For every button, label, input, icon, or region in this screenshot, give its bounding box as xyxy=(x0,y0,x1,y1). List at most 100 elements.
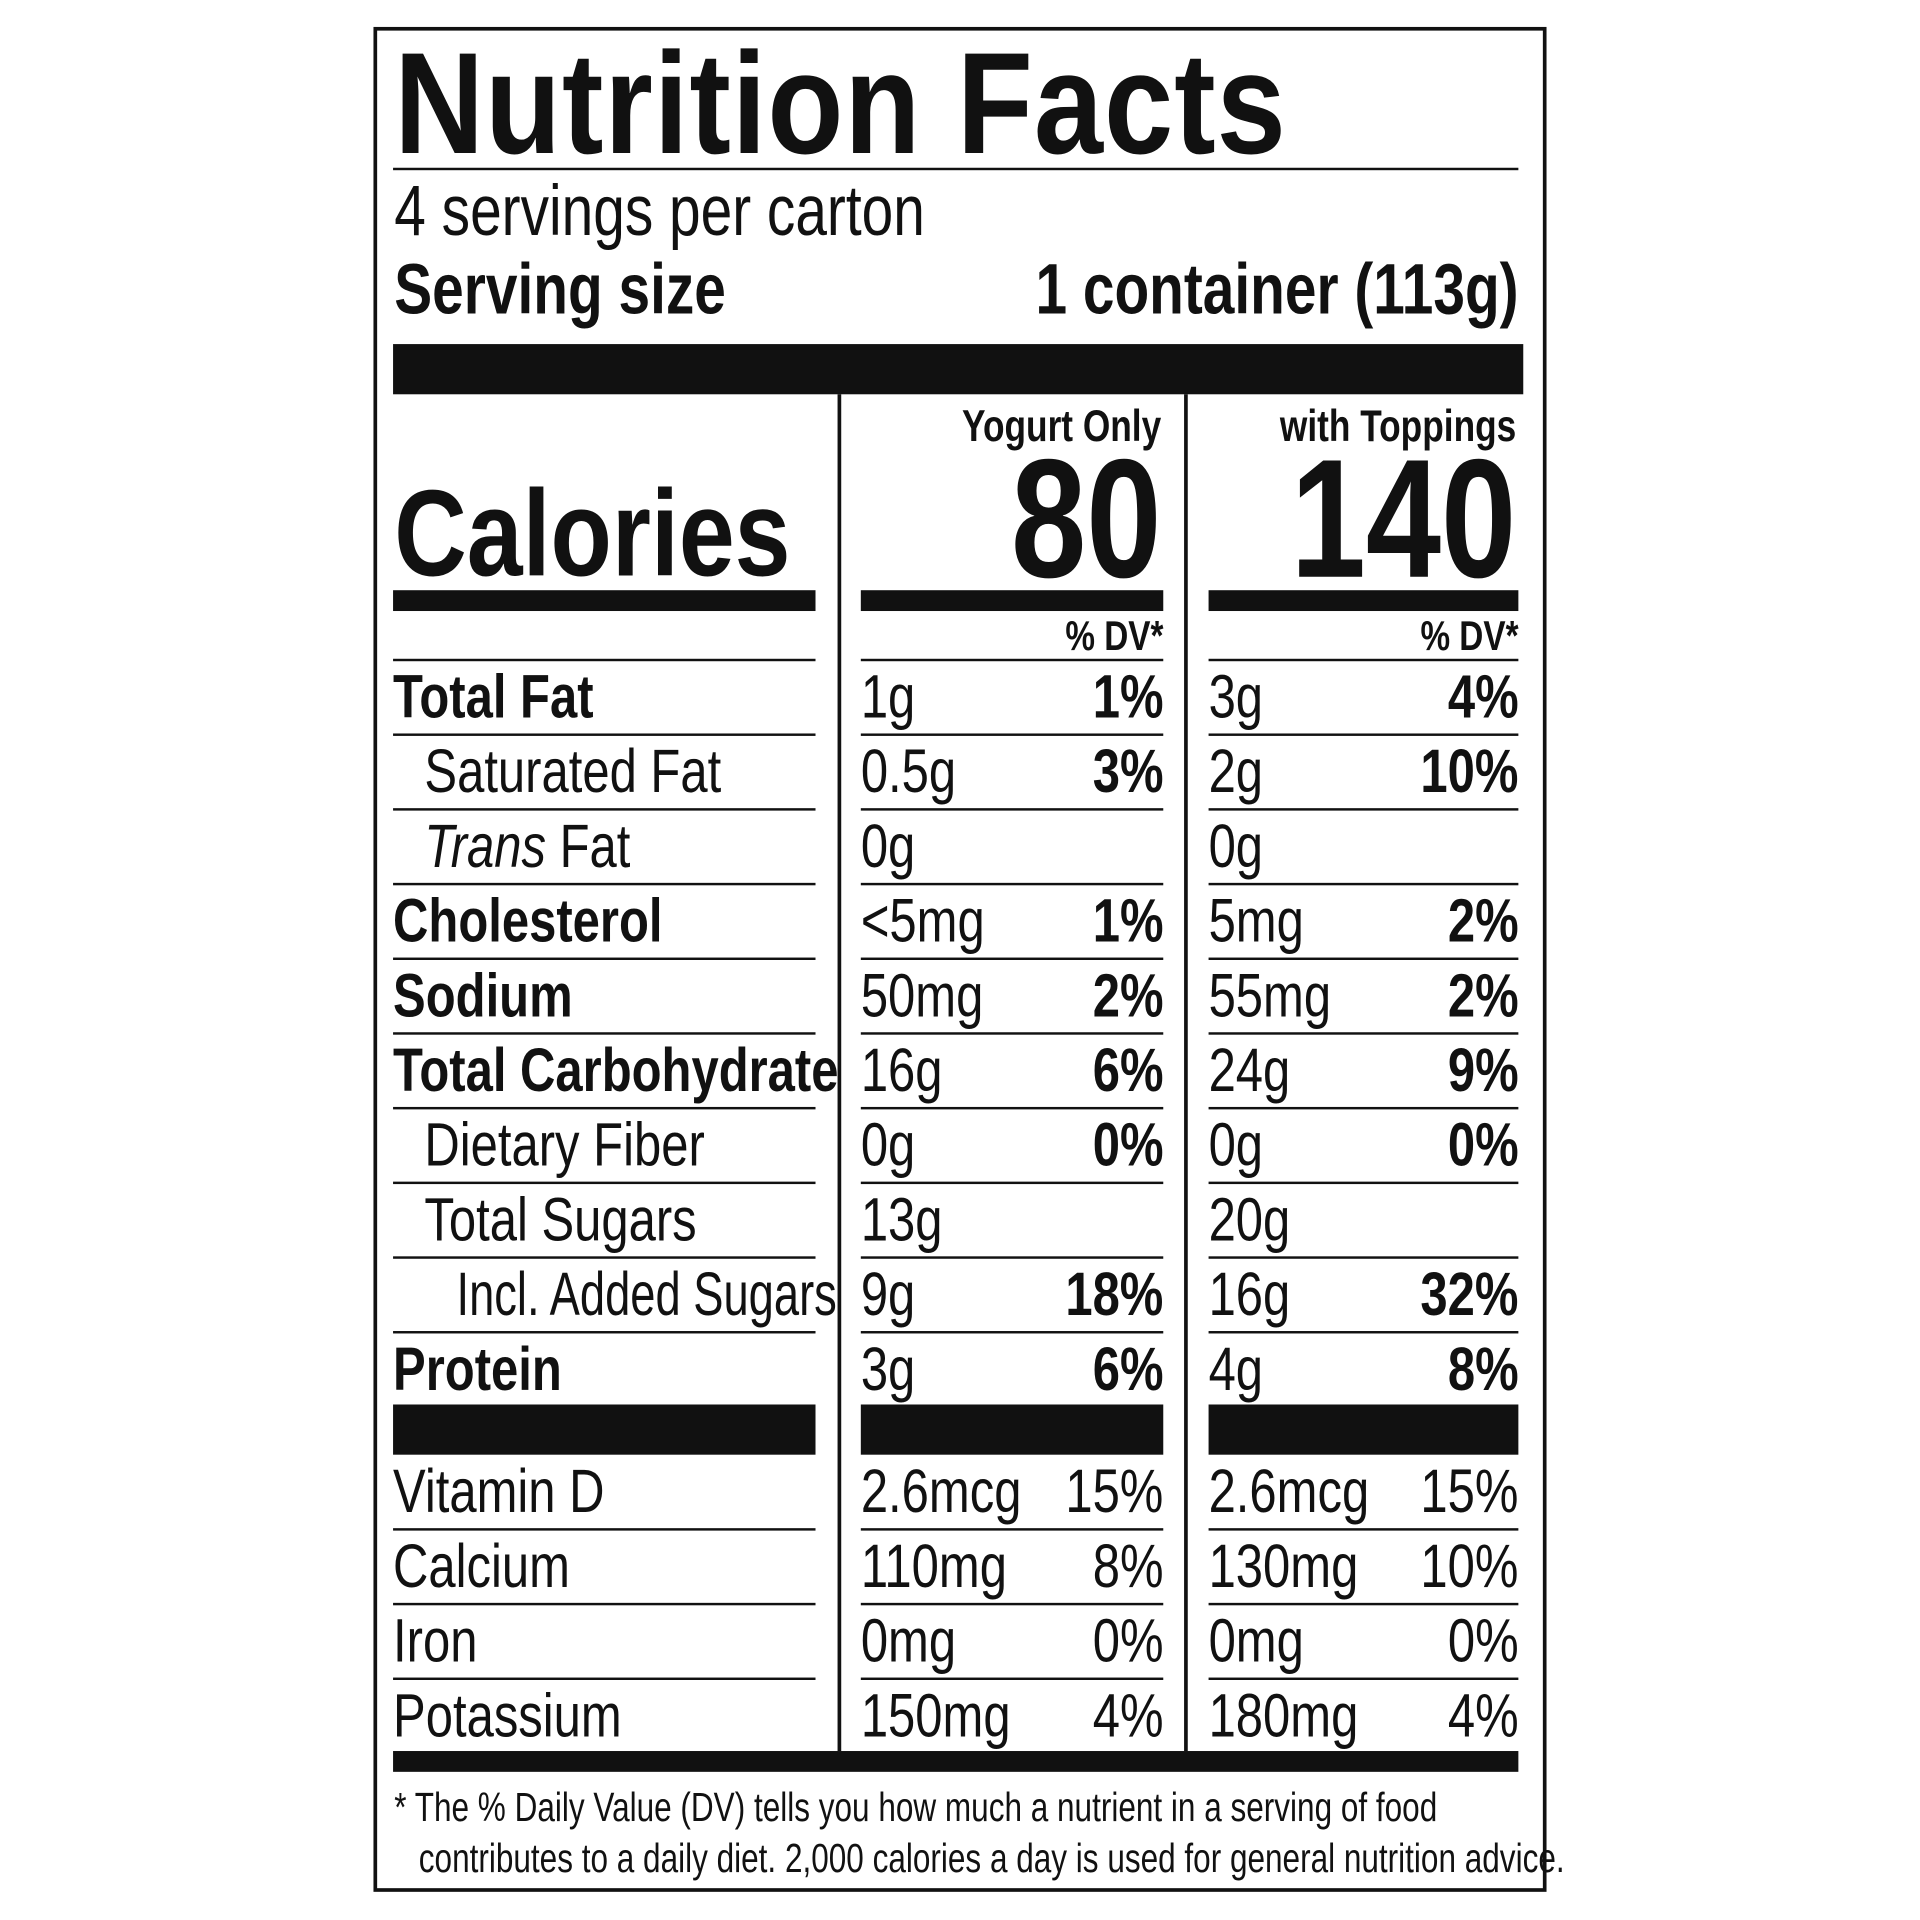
calories-value: 140 xyxy=(1290,424,1516,614)
nutrient-value-cell: 5mg 2% xyxy=(1208,882,1519,958)
amount: 4g xyxy=(1208,1334,1264,1404)
divider xyxy=(1208,590,1519,612)
amount: 0mg xyxy=(860,1606,957,1676)
nutrient-value-cell: 50mg 2% xyxy=(860,957,1164,1033)
nutrient-label: Cholesterol xyxy=(393,886,663,956)
label-border xyxy=(373,26,1547,1892)
thick-divider xyxy=(860,1404,1164,1455)
amount: <5mg xyxy=(860,886,985,956)
percent-dv: 15% xyxy=(1420,1457,1519,1526)
amount: 0mg xyxy=(1208,1606,1304,1676)
amount: 2g xyxy=(1208,737,1264,806)
nutrient-label-cell: Protein xyxy=(393,1331,816,1406)
nutrient-label: Total Sugars xyxy=(424,1185,697,1254)
nutrient-value-cell: 55mg 2% xyxy=(1208,957,1519,1033)
percent-dv: 0% xyxy=(1092,1110,1164,1180)
amount: 55mg xyxy=(1208,961,1332,1030)
amount: 16g xyxy=(860,1035,943,1105)
nutrient-value-cell: 0g 0% xyxy=(860,1106,1164,1182)
nutrient-value-cell: 3g 6% xyxy=(860,1331,1164,1406)
amount: 16g xyxy=(1208,1260,1291,1329)
percent-dv: 0% xyxy=(1092,1606,1164,1676)
dv-header: % DV* xyxy=(1396,613,1519,661)
nutrient-label-cell: Calcium xyxy=(393,1528,816,1603)
nutrient-value-cell: 4g 8% xyxy=(1208,1331,1519,1406)
serving-size-value-text: 1 container (113g) xyxy=(1035,249,1519,330)
percent-dv: 0% xyxy=(1447,1110,1519,1180)
percent-dv: 8% xyxy=(1447,1334,1519,1404)
nutrient-label-cell: Total Sugars xyxy=(393,1181,816,1257)
percent-dv: 8% xyxy=(1092,1531,1164,1601)
percent-dv: 1% xyxy=(1092,662,1164,732)
nutrient-value-cell: 2g 10% xyxy=(1208,733,1519,808)
amount: 1g xyxy=(860,662,916,732)
nutrient-label-cell: Vitamin D xyxy=(393,1453,815,1528)
title-text: Nutrition Facts xyxy=(394,23,1287,185)
amount: 24g xyxy=(1208,1035,1291,1105)
calories-value: 80 xyxy=(1010,424,1161,614)
percent-dv: 4% xyxy=(1447,1681,1519,1750)
thick-divider xyxy=(1208,1404,1519,1455)
nutrient-value-cell: 2.6mcg 15% xyxy=(1209,1453,1519,1528)
percent-dv: 15% xyxy=(1065,1457,1164,1526)
serving-size-label-text: Serving size xyxy=(394,249,726,330)
amount: 3g xyxy=(1208,662,1264,732)
column-header-with-toppings: with Toppings xyxy=(1220,401,1516,451)
amount: 180mg xyxy=(1208,1681,1359,1750)
divider xyxy=(860,590,1164,612)
nutrient-label-cell: Incl. Added Sugars xyxy=(393,1256,837,1331)
nutrient-label: Total Carbohydrate xyxy=(393,1035,839,1105)
nutrient-label-italic: Trans xyxy=(424,811,546,881)
amount: 50mg xyxy=(860,961,984,1030)
nutrient-value-cell: 20g xyxy=(1208,1181,1519,1257)
nutrient-value-cell: 3g 4% xyxy=(1208,658,1519,734)
amount: 2.6mcg xyxy=(860,1457,1022,1526)
percent-dv: 18% xyxy=(1065,1260,1164,1329)
amount: 110mg xyxy=(860,1531,1007,1601)
percent-dv: 2% xyxy=(1447,886,1519,956)
dv-header-text: % DV* xyxy=(1065,613,1164,661)
nutrient-value-cell: 0mg 0% xyxy=(1208,1602,1519,1678)
nutrient-label: Fat xyxy=(545,811,631,881)
percent-dv: 10% xyxy=(1420,737,1519,806)
percent-dv: 4% xyxy=(1092,1681,1164,1750)
amount: 130mg xyxy=(1208,1531,1359,1601)
calories-label-text: Calories xyxy=(394,465,791,603)
thick-divider xyxy=(393,1751,1519,1772)
footnote-line: contributes to a daily diet. 2,000 calor… xyxy=(418,1835,1565,1881)
calories-label: Calories xyxy=(394,465,877,603)
column-header-text: Yogurt Only xyxy=(961,400,1161,451)
nutrient-label-cell: Trans Fat xyxy=(393,808,816,883)
nutrient-label-cell: Sodium xyxy=(393,957,816,1033)
nutrient-label-cell: Total Fat xyxy=(393,658,816,734)
nutrient-label-cell: Iron xyxy=(393,1602,816,1678)
percent-dv: 6% xyxy=(1092,1334,1164,1404)
nutrient-value-cell: 13g xyxy=(860,1181,1164,1257)
nutrient-label-cell: Total Carbohydrate xyxy=(393,1032,838,1107)
footnote: * The % Daily Value (DV) tells you how m… xyxy=(394,1782,1888,1885)
dv-header-text: % DV* xyxy=(1420,613,1519,661)
dv-header: % DV* xyxy=(1041,613,1164,661)
nutrient-label: Vitamin D xyxy=(393,1457,605,1526)
nutrient-value-cell: 16g 6% xyxy=(860,1032,1164,1107)
amount: 150mg xyxy=(860,1681,1011,1750)
serving-size-value: 1 container (113g) xyxy=(914,252,1518,328)
nutrient-label: Iron xyxy=(393,1606,478,1676)
amount: 13g xyxy=(860,1185,943,1254)
nutrient-label: Calcium xyxy=(393,1531,570,1601)
nutrient-value-cell: 180mg 4% xyxy=(1208,1677,1519,1753)
nutrient-value-cell: 0mg 0% xyxy=(860,1602,1164,1678)
nutrient-label: Incl. Added Sugars xyxy=(456,1260,837,1329)
column-header-yogurt-only: Yogurt Only xyxy=(912,400,1161,451)
nutrient-label-cell: Potassium xyxy=(393,1677,816,1753)
amount: 0g xyxy=(1208,1110,1264,1180)
calories-with-toppings: 140 xyxy=(1234,424,1516,614)
thick-divider xyxy=(393,344,1524,395)
nutrient-value-cell: 150mg 4% xyxy=(860,1677,1164,1753)
percent-dv: 0% xyxy=(1447,1606,1519,1676)
nutrient-value-cell: 16g 32% xyxy=(1208,1256,1519,1331)
amount: 0g xyxy=(860,1110,916,1180)
calories-yogurt-only: 80 xyxy=(973,424,1161,614)
nutrient-label-cell: Cholesterol xyxy=(393,882,816,958)
nutrient-value-cell: 24g 9% xyxy=(1208,1032,1519,1107)
